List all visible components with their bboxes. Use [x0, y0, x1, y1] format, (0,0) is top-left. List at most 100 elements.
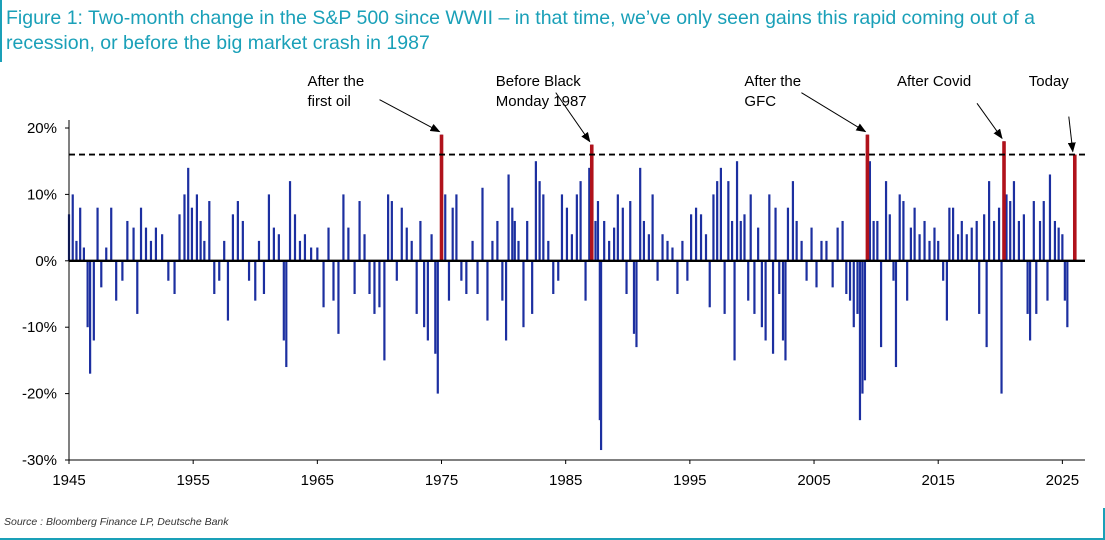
bar	[247, 260, 251, 281]
bar	[661, 234, 664, 261]
bar	[542, 194, 545, 261]
annotation-text: After the	[744, 73, 801, 90]
bar	[909, 227, 912, 261]
y-tick-label: -10%	[22, 319, 57, 336]
highlight-bar	[589, 144, 594, 261]
bar	[310, 247, 313, 261]
annotation-arrow	[976, 102, 1003, 140]
bar	[629, 201, 632, 261]
bar	[1066, 260, 1069, 328]
bar	[173, 260, 176, 294]
bar	[863, 260, 867, 381]
bar	[298, 240, 302, 261]
bar	[410, 240, 413, 261]
bar	[635, 260, 638, 348]
bar	[436, 260, 439, 394]
bar	[1048, 174, 1052, 261]
bar	[491, 240, 494, 261]
bar	[852, 260, 855, 328]
y-tick-label: 0%	[35, 253, 57, 270]
bar	[694, 207, 698, 261]
bar	[1035, 260, 1038, 314]
bar	[149, 240, 153, 261]
bar	[347, 227, 350, 261]
bar	[647, 234, 650, 261]
bar	[868, 161, 872, 261]
bar	[753, 260, 756, 314]
bar	[110, 207, 113, 261]
bar	[997, 207, 1001, 261]
bar	[699, 214, 703, 261]
bar	[126, 220, 129, 261]
bar	[892, 260, 895, 281]
bar	[139, 207, 143, 261]
bar	[236, 201, 239, 261]
bar	[719, 167, 722, 261]
bar	[760, 260, 763, 328]
bar	[231, 214, 235, 261]
bar	[531, 260, 534, 314]
bar	[570, 234, 573, 261]
bar	[743, 214, 746, 261]
bar	[992, 220, 996, 261]
title-accent-bar	[0, 0, 2, 62]
bar	[666, 240, 669, 261]
bar	[79, 207, 82, 261]
bar	[223, 240, 226, 261]
bar	[476, 260, 479, 294]
annotation-arrow	[1067, 116, 1076, 153]
bar	[1017, 220, 1021, 261]
bar	[975, 220, 978, 261]
y-tick-label: -20%	[22, 386, 57, 403]
bar	[942, 260, 945, 281]
bar	[1026, 260, 1029, 314]
bar	[805, 260, 808, 281]
bar	[985, 260, 988, 348]
bar	[906, 260, 909, 301]
bar	[285, 260, 288, 368]
bar	[584, 260, 587, 301]
bar	[764, 260, 767, 341]
highlight-bar	[1072, 154, 1077, 261]
bar	[187, 167, 190, 261]
bar	[690, 214, 693, 261]
bars-layer	[67, 134, 1076, 451]
bar	[190, 207, 194, 261]
bar	[100, 260, 103, 288]
bar	[154, 227, 158, 261]
highlight-bar	[1002, 141, 1006, 261]
bar	[671, 247, 674, 261]
bar	[625, 260, 628, 294]
annotation-text: GFC	[744, 93, 776, 110]
bar	[132, 227, 135, 261]
bar	[513, 220, 516, 261]
bar	[918, 234, 921, 261]
bar	[841, 220, 844, 261]
bar	[902, 201, 905, 261]
bar	[965, 234, 968, 261]
bar	[686, 260, 689, 281]
bar	[511, 207, 514, 261]
bar	[1005, 194, 1008, 261]
bar	[434, 260, 437, 354]
bar	[1053, 220, 1057, 261]
annotation-arrow	[379, 99, 441, 133]
bar	[451, 207, 454, 261]
bar	[267, 194, 271, 261]
bar	[183, 194, 186, 261]
bar	[923, 220, 926, 261]
x-tick-label: 1975	[425, 472, 458, 489]
bar	[599, 260, 603, 451]
bar	[89, 260, 92, 374]
bar	[218, 260, 221, 281]
bar	[423, 260, 426, 328]
bar	[115, 260, 118, 301]
annotation-text: After Covid	[897, 73, 971, 90]
bar	[749, 194, 752, 261]
bar	[676, 260, 679, 294]
bar	[82, 247, 85, 261]
x-tick-label: 1995	[673, 472, 706, 489]
bar	[316, 247, 319, 261]
x-tick-label: 1985	[549, 472, 582, 489]
bar	[560, 194, 564, 261]
